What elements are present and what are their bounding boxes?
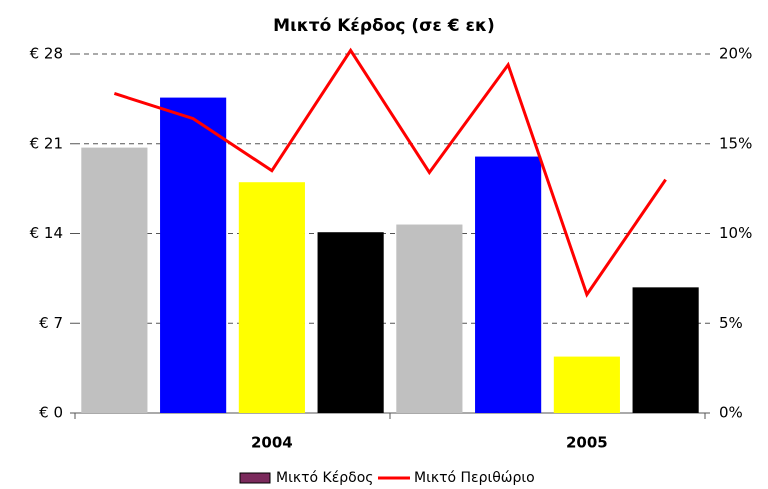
bar <box>317 232 384 413</box>
y-tick-label: € 14 <box>30 224 63 242</box>
y2-tick-label: 15% <box>719 134 752 152</box>
legend-label: Μικτό Περιθώριο <box>414 470 535 486</box>
y2-tick-label: 0% <box>719 404 743 422</box>
bar <box>160 97 227 413</box>
bar <box>81 147 148 413</box>
y-tick-label: € 28 <box>30 45 63 63</box>
legend-label: Μικτό Κέρδος <box>276 470 374 486</box>
y-tick-label: € 7 <box>39 314 63 332</box>
bar <box>238 182 305 413</box>
y-tick-label: € 21 <box>30 134 63 152</box>
x-group-label: 2004 <box>251 434 293 452</box>
y2-tick-label: 10% <box>719 224 752 242</box>
bar <box>396 224 463 413</box>
y2-tick-label: 20% <box>719 45 752 63</box>
y2-tick-label: 5% <box>719 314 743 332</box>
x-group-label: 2005 <box>566 434 608 452</box>
line <box>113 47 667 298</box>
bar <box>632 287 699 413</box>
bar <box>553 356 620 413</box>
bar <box>475 156 542 414</box>
legend-swatch <box>239 472 271 484</box>
y-tick-label: € 0 <box>39 404 63 422</box>
chart-title: Μικτό Κέρδος (σε € εκ) <box>273 16 495 36</box>
